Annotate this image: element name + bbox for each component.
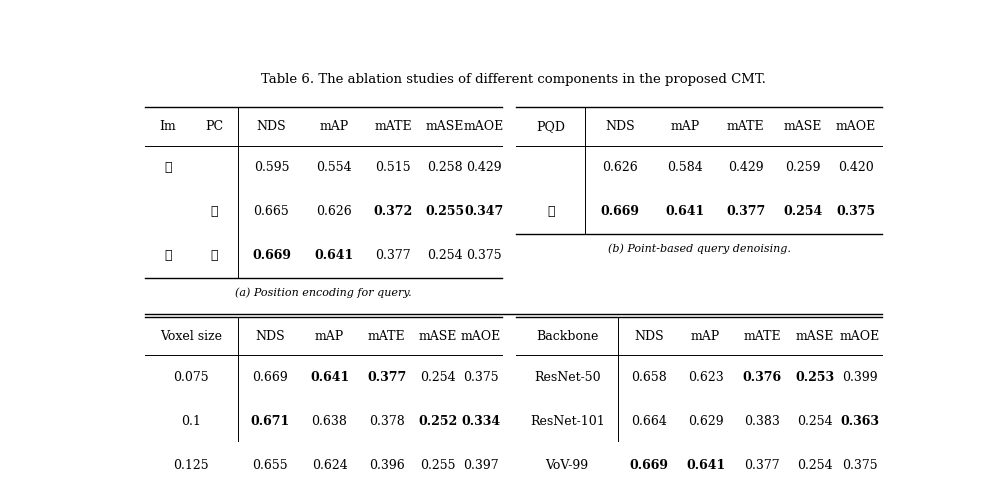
Text: 0.669: 0.669 (252, 249, 291, 262)
Text: 0.420: 0.420 (838, 161, 874, 174)
Text: 0.396: 0.396 (369, 459, 405, 472)
Text: 0.671: 0.671 (250, 415, 290, 428)
Text: 0.375: 0.375 (837, 205, 876, 218)
Text: NDS: NDS (257, 120, 287, 133)
Text: mAP: mAP (670, 120, 700, 133)
Text: VoV-99: VoV-99 (546, 459, 589, 472)
Text: 0.377: 0.377 (726, 205, 766, 218)
Text: 0.253: 0.253 (795, 371, 834, 384)
Text: mASE: mASE (419, 330, 457, 343)
Text: ResNet-50: ResNet-50 (534, 371, 600, 384)
Text: 0.554: 0.554 (317, 161, 352, 174)
Text: mAP: mAP (315, 330, 344, 343)
Text: 0.655: 0.655 (252, 459, 288, 472)
Text: ✓: ✓ (164, 249, 171, 262)
Text: 0.378: 0.378 (369, 415, 405, 428)
Text: 0.363: 0.363 (840, 415, 879, 428)
Text: 0.641: 0.641 (310, 371, 349, 384)
Text: 0.258: 0.258 (427, 161, 463, 174)
Text: 0.397: 0.397 (463, 459, 498, 472)
Text: 0.669: 0.669 (601, 205, 640, 218)
Text: mATE: mATE (374, 120, 412, 133)
Text: 0.347: 0.347 (464, 205, 504, 218)
Text: 0.658: 0.658 (631, 371, 666, 384)
Text: ✓: ✓ (164, 161, 171, 174)
Text: 0.075: 0.075 (173, 371, 208, 384)
Text: 0.641: 0.641 (665, 205, 705, 218)
Text: ResNet-101: ResNet-101 (530, 415, 604, 428)
Text: mASE: mASE (796, 330, 834, 343)
Text: 0.515: 0.515 (375, 161, 411, 174)
Text: 0.377: 0.377 (375, 249, 411, 262)
Text: 0.629: 0.629 (687, 415, 723, 428)
Text: 0.669: 0.669 (252, 371, 288, 384)
Text: mAP: mAP (320, 120, 349, 133)
Text: ✓: ✓ (210, 205, 218, 218)
Text: 0.641: 0.641 (315, 249, 354, 262)
Text: 0.377: 0.377 (367, 371, 406, 384)
Text: Im: Im (159, 120, 176, 133)
Text: Backbone: Backbone (536, 330, 598, 343)
Text: NDS: NDS (605, 120, 635, 133)
Text: NDS: NDS (255, 330, 285, 343)
Text: PQD: PQD (536, 120, 565, 133)
Text: 0.641: 0.641 (686, 459, 725, 472)
Text: 0.377: 0.377 (744, 459, 781, 472)
Text: 0.624: 0.624 (312, 459, 348, 472)
Text: 0.626: 0.626 (602, 161, 638, 174)
Text: 0.623: 0.623 (687, 371, 723, 384)
Text: mAOE: mAOE (464, 120, 504, 133)
Text: mASE: mASE (426, 120, 464, 133)
Text: 0.429: 0.429 (466, 161, 502, 174)
Text: 0.125: 0.125 (173, 459, 208, 472)
Text: 0.669: 0.669 (629, 459, 668, 472)
Text: 0.372: 0.372 (374, 205, 413, 218)
Text: 0.595: 0.595 (254, 161, 290, 174)
Text: mAOE: mAOE (836, 120, 876, 133)
Text: 0.376: 0.376 (742, 371, 782, 384)
Text: mASE: mASE (784, 120, 822, 133)
Text: PC: PC (205, 120, 223, 133)
Text: mAP: mAP (691, 330, 720, 343)
Text: 0.255: 0.255 (420, 459, 455, 472)
Text: 0.638: 0.638 (312, 415, 348, 428)
Text: (b) Point-based query denoising.: (b) Point-based query denoising. (607, 244, 791, 254)
Text: 0.334: 0.334 (461, 415, 500, 428)
Text: 0.375: 0.375 (842, 459, 878, 472)
Text: 0.252: 0.252 (418, 415, 457, 428)
Text: 0.254: 0.254 (797, 415, 833, 428)
Text: 0.399: 0.399 (842, 371, 878, 384)
Text: mATE: mATE (727, 120, 765, 133)
Text: 0.665: 0.665 (254, 205, 290, 218)
Text: 0.429: 0.429 (728, 161, 764, 174)
Text: 0.1: 0.1 (181, 415, 201, 428)
Text: 0.259: 0.259 (785, 161, 821, 174)
Text: ✓: ✓ (547, 205, 554, 218)
Text: Voxel size: Voxel size (160, 330, 222, 343)
Text: 0.254: 0.254 (420, 371, 455, 384)
Text: Table 6. The ablation studies of different components in the proposed CMT.: Table 6. The ablation studies of differe… (262, 73, 766, 86)
Text: 0.664: 0.664 (631, 415, 666, 428)
Text: 0.383: 0.383 (744, 415, 781, 428)
Text: (a) Position encoding for query.: (a) Position encoding for query. (234, 288, 412, 298)
Text: mAOE: mAOE (460, 330, 501, 343)
Text: ✓: ✓ (210, 249, 218, 262)
Text: 0.626: 0.626 (316, 205, 352, 218)
Text: NDS: NDS (634, 330, 663, 343)
Text: 0.254: 0.254 (783, 205, 823, 218)
Text: 0.375: 0.375 (463, 371, 498, 384)
Text: 0.255: 0.255 (425, 205, 464, 218)
Text: 0.375: 0.375 (466, 249, 502, 262)
Text: 0.584: 0.584 (667, 161, 703, 174)
Text: mATE: mATE (743, 330, 782, 343)
Text: 0.254: 0.254 (797, 459, 833, 472)
Text: 0.254: 0.254 (427, 249, 463, 262)
Text: mAOE: mAOE (840, 330, 880, 343)
Text: mATE: mATE (368, 330, 406, 343)
